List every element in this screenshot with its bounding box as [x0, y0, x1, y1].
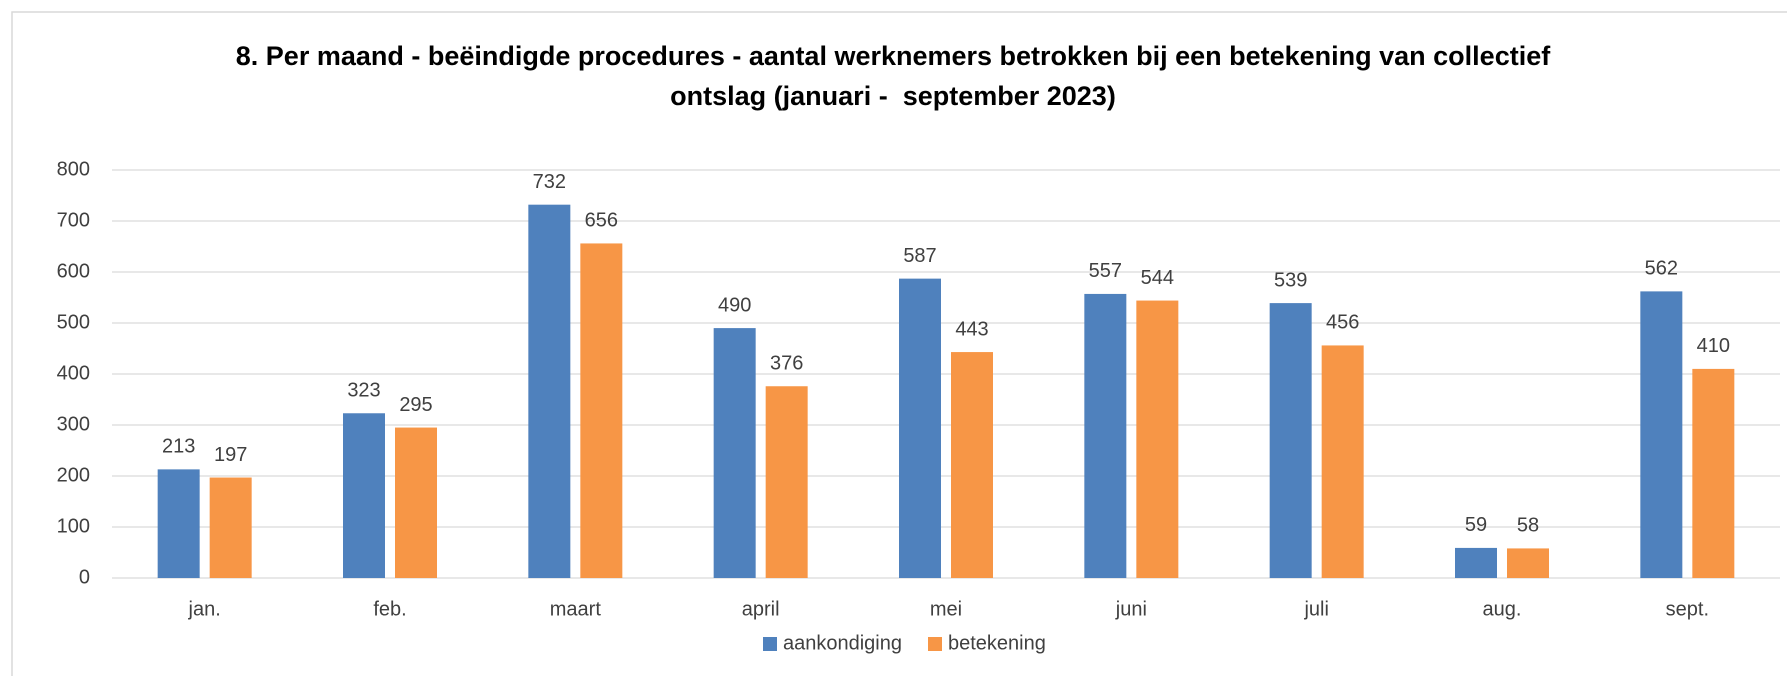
x-tick-label: jan. [188, 598, 221, 620]
bar [1136, 300, 1179, 578]
data-label: 490 [718, 294, 751, 316]
bar [157, 469, 200, 578]
bar [580, 243, 623, 578]
data-label: 732 [533, 171, 566, 193]
data-label: 539 [1274, 269, 1307, 291]
y-tick-label: 100 [57, 515, 90, 537]
data-label: 562 [1645, 258, 1678, 280]
data-label: 295 [399, 394, 432, 416]
data-label: 544 [1141, 267, 1174, 289]
data-label: 59 [1465, 514, 1487, 536]
x-tick-label: juli [1303, 598, 1328, 620]
x-tick-label: mei [930, 598, 962, 620]
bar [1507, 548, 1549, 578]
bar [713, 328, 756, 578]
chart-title: 8. Per maand - beëindigde procedures - a… [235, 41, 1558, 111]
x-tick-label: maart [550, 598, 602, 620]
bar [1692, 368, 1735, 578]
bar [899, 278, 941, 578]
data-label: 197 [214, 444, 247, 466]
y-tick-label: 300 [57, 413, 90, 435]
bar [343, 413, 385, 578]
bar [1084, 293, 1127, 578]
y-tick-label: 600 [57, 260, 90, 282]
data-label: 656 [585, 210, 618, 232]
legend-label: aankondiging [783, 632, 902, 654]
y-tick-label: 700 [57, 209, 90, 231]
legend-swatch [928, 637, 942, 651]
y-tick-label: 0 [79, 566, 90, 588]
bar [209, 477, 252, 578]
x-tick-label: juni [1115, 598, 1147, 620]
data-label: 213 [162, 436, 195, 458]
chart-border [11, 11, 1787, 676]
bar [395, 427, 437, 578]
x-tick-label: feb. [373, 598, 406, 620]
x-tick-label: sept. [1666, 598, 1709, 620]
data-label: 557 [1089, 260, 1122, 282]
y-tick-label: 800 [57, 158, 90, 180]
bar [528, 204, 571, 578]
data-label: 443 [955, 318, 988, 340]
bar [1269, 303, 1312, 578]
data-label: 376 [770, 353, 803, 375]
bar [1321, 345, 1364, 578]
x-tick-label: aug. [1483, 598, 1522, 620]
legend-swatch [763, 637, 777, 651]
legend-label: betekening [948, 632, 1046, 654]
data-label: 456 [1326, 312, 1359, 334]
data-label: 587 [903, 245, 936, 267]
data-label: 58 [1517, 515, 1539, 537]
bar [1640, 291, 1683, 578]
bar [951, 352, 993, 578]
data-label: 410 [1697, 335, 1730, 357]
y-tick-label: 200 [57, 464, 90, 486]
bar [1455, 547, 1497, 578]
y-tick-label: 400 [57, 362, 90, 384]
y-tick-label: 500 [57, 311, 90, 333]
data-label: 323 [347, 380, 380, 402]
bar [765, 386, 808, 578]
x-tick-label: april [742, 598, 780, 620]
